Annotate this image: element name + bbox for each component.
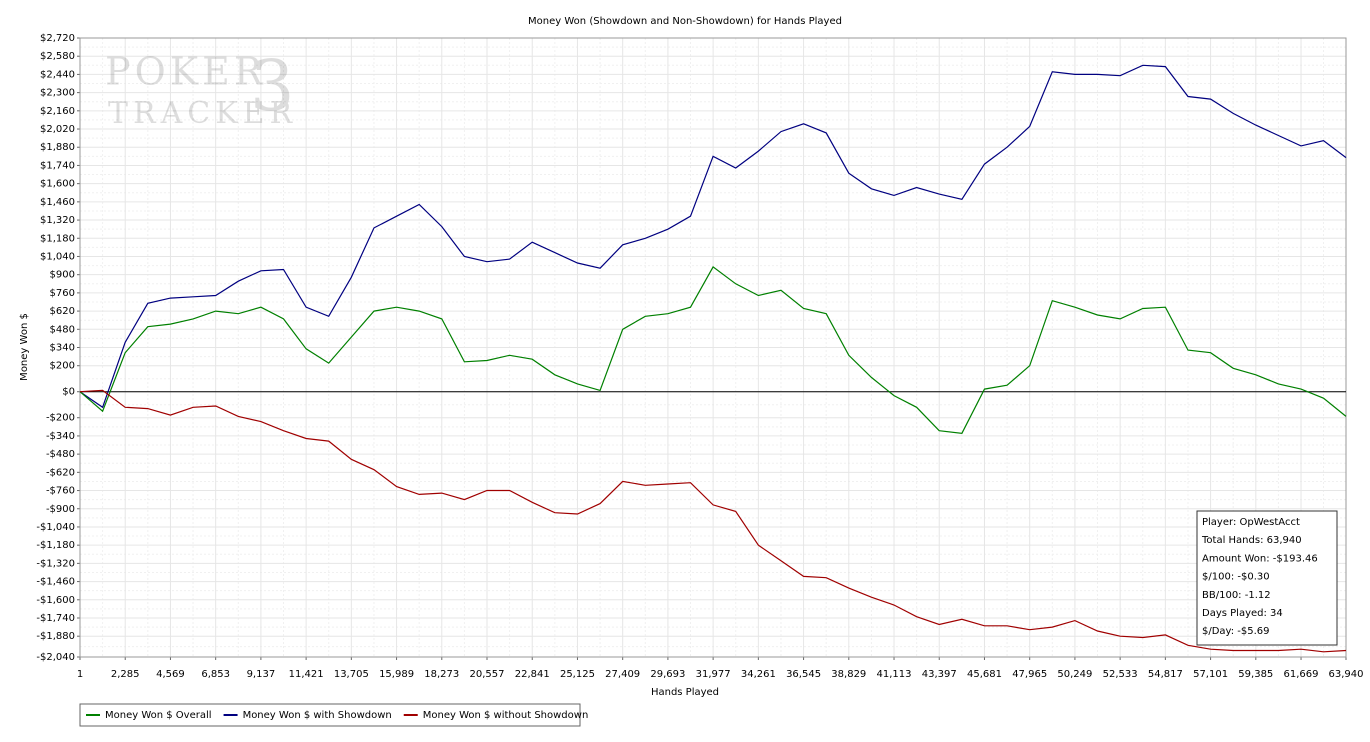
data-line: [79, 266, 1347, 434]
legend-label: Money Won $ without Showdown: [423, 710, 589, 721]
x-tick-label: 45,681: [967, 669, 1002, 680]
y-tick-label: -$2,040: [36, 652, 75, 663]
y-axis-label: Money Won $: [19, 313, 30, 381]
y-tick-label: -$1,320: [36, 558, 75, 569]
y-tick-label: $1,460: [40, 197, 75, 208]
info-text: Days Played: 34: [1202, 608, 1283, 619]
y-tick-label: $900: [50, 270, 75, 281]
legend-label: Money Won $ with Showdown: [243, 710, 392, 721]
x-tick-label: 11,421: [289, 669, 324, 680]
y-tick-label: $0: [62, 387, 75, 398]
y-tick-label: $340: [50, 343, 75, 354]
chart-title: Money Won (Showdown and Non-Showdown) fo…: [528, 16, 842, 27]
watermark-text: 3: [250, 45, 295, 127]
y-tick-label: -$760: [46, 486, 75, 497]
info-text: $/100: -$0.30: [1202, 572, 1270, 583]
y-tick-label: -$1,600: [36, 595, 75, 606]
legend-box: [79, 703, 581, 727]
y-tick-label: -$340: [46, 431, 75, 442]
y-tick-label: -$620: [46, 467, 75, 478]
x-tick-label: 41,113: [877, 669, 912, 680]
x-tick-label: 38,829: [831, 669, 866, 680]
y-tick-label: -$480: [46, 449, 75, 460]
legend-label: Money Won $ Overall: [105, 710, 212, 721]
x-tick-label: 47,965: [1012, 669, 1047, 680]
x-tick-label: 43,397: [922, 669, 957, 680]
x-tick-label: 57,101: [1193, 669, 1228, 680]
y-tick-label: $2,720: [40, 33, 75, 44]
y-tick-label: -$1,880: [36, 631, 75, 642]
y-tick-label: $200: [50, 361, 75, 372]
info-text: Amount Won: -$193.46: [1202, 553, 1318, 564]
x-tick-label: 9,137: [247, 669, 276, 680]
info-text: BB/100: -1.12: [1202, 590, 1271, 601]
y-tick-label: $2,300: [40, 88, 75, 99]
info-text: Total Hands: 63,940: [1201, 535, 1302, 546]
info-text: $/Day: -$5.69: [1202, 626, 1270, 637]
x-tick-label: 63,940: [1329, 669, 1364, 680]
x-tick-label: 4,569: [156, 669, 185, 680]
x-tick-label: 61,669: [1284, 669, 1319, 680]
data-line: [79, 389, 1347, 653]
x-tick-label: 2,285: [111, 669, 140, 680]
x-tick-label: 31,977: [696, 669, 731, 680]
y-tick-label: $480: [50, 324, 75, 335]
data-line: [79, 64, 1347, 409]
y-tick-label: -$900: [46, 504, 75, 515]
x-tick-label: 20,557: [470, 669, 505, 680]
x-tick-label: 59,385: [1238, 669, 1273, 680]
y-tick-label: $1,600: [40, 179, 75, 190]
y-tick-label: $760: [50, 288, 75, 299]
x-tick-label: 25,125: [560, 669, 595, 680]
info-box: [1196, 510, 1338, 646]
y-tick-label: $2,160: [40, 106, 75, 117]
y-tick-label: $1,320: [40, 215, 75, 226]
y-tick-label: $2,440: [40, 69, 75, 80]
x-axis-label: Hands Played: [651, 687, 719, 698]
x-tick-label: 22,841: [515, 669, 550, 680]
x-tick-label: 36,545: [786, 669, 821, 680]
x-tick-label: 27,409: [605, 669, 640, 680]
y-tick-label: -$1,740: [36, 613, 75, 624]
watermark-text: POKER: [105, 50, 266, 94]
x-tick-label: 13,705: [334, 669, 369, 680]
watermark-text: TRACKER: [108, 96, 297, 131]
x-tick-label: 6,853: [201, 669, 230, 680]
y-tick-label: $1,040: [40, 251, 75, 262]
x-tick-label: 18,273: [424, 669, 459, 680]
y-tick-label: $2,020: [40, 124, 75, 135]
y-tick-label: $1,740: [40, 160, 75, 171]
x-tick-label: 1: [77, 669, 83, 680]
plot-border: [79, 37, 1347, 658]
y-tick-label: $620: [50, 306, 75, 317]
x-tick-label: 34,261: [741, 669, 776, 680]
x-tick-label: 52,533: [1103, 669, 1138, 680]
y-tick-label: $2,580: [40, 51, 75, 62]
y-tick-label: $1,880: [40, 142, 75, 153]
y-tick-label: -$200: [46, 413, 75, 424]
y-tick-label: -$1,180: [36, 540, 75, 551]
x-tick-label: 50,249: [1057, 669, 1092, 680]
x-tick-label: 29,693: [650, 669, 685, 680]
y-tick-label: -$1,040: [36, 522, 75, 533]
x-tick-label: 54,817: [1148, 669, 1183, 680]
y-tick-label: -$1,460: [36, 577, 75, 588]
x-tick-label: 15,989: [379, 669, 414, 680]
y-tick-label: $1,180: [40, 233, 75, 244]
info-text: Player: OpWestAcct: [1202, 517, 1300, 528]
